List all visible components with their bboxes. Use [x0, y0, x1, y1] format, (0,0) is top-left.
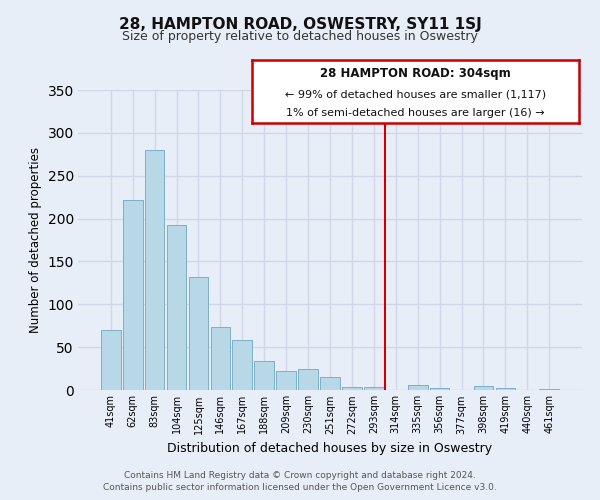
- Bar: [496, 388, 515, 390]
- Bar: [298, 368, 318, 390]
- Bar: [276, 371, 296, 390]
- Bar: [364, 386, 384, 390]
- Bar: [320, 377, 340, 390]
- Bar: [188, 277, 208, 390]
- Text: Size of property relative to detached houses in Oswestry: Size of property relative to detached ho…: [122, 30, 478, 43]
- Y-axis label: Number of detached properties: Number of detached properties: [29, 147, 42, 333]
- Bar: [167, 224, 187, 390]
- Text: 28, HAMPTON ROAD, OSWESTRY, SY11 1SJ: 28, HAMPTON ROAD, OSWESTRY, SY11 1SJ: [119, 18, 481, 32]
- Bar: [408, 385, 428, 390]
- Bar: [254, 361, 274, 390]
- Bar: [473, 386, 493, 390]
- Bar: [211, 328, 230, 390]
- Text: 1% of semi-detached houses are larger (16) →: 1% of semi-detached houses are larger (1…: [286, 108, 545, 118]
- Text: Contains HM Land Registry data © Crown copyright and database right 2024.
Contai: Contains HM Land Registry data © Crown c…: [103, 471, 497, 492]
- Bar: [539, 389, 559, 390]
- Bar: [342, 386, 362, 390]
- Bar: [101, 330, 121, 390]
- Text: ← 99% of detached houses are smaller (1,117): ← 99% of detached houses are smaller (1,…: [285, 90, 546, 100]
- Bar: [232, 340, 252, 390]
- Text: 28 HAMPTON ROAD: 304sqm: 28 HAMPTON ROAD: 304sqm: [320, 67, 511, 80]
- Bar: [123, 200, 143, 390]
- X-axis label: Distribution of detached houses by size in Oswestry: Distribution of detached houses by size …: [167, 442, 493, 455]
- Bar: [430, 388, 449, 390]
- Bar: [145, 150, 164, 390]
